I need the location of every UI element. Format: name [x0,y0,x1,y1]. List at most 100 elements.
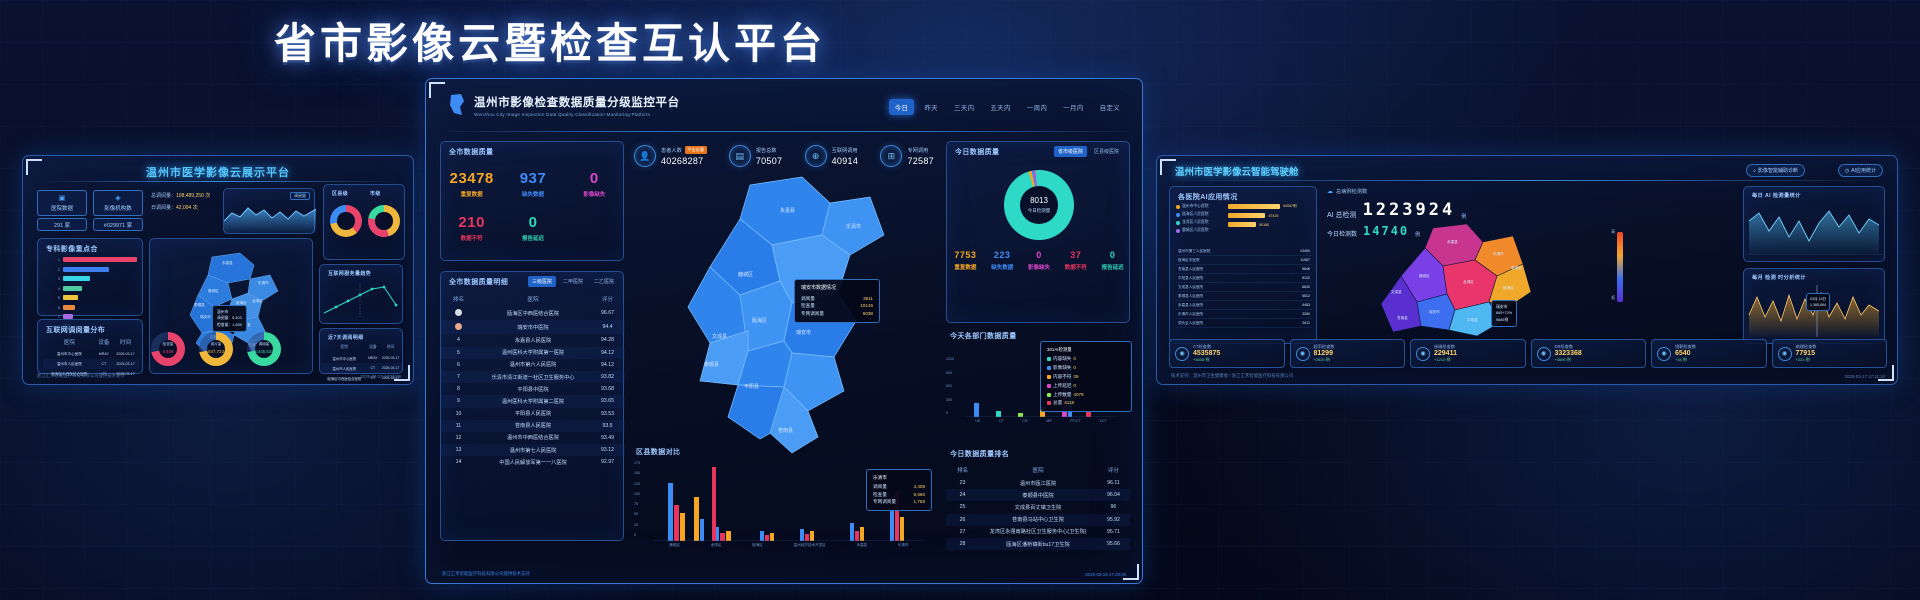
legend-item: 内容缺失 0 [1047,355,1089,363]
table-row[interactable]: 25 文成县百丈镇卫生院 96 [946,501,1130,513]
table-row[interactable]: 瓯海区中西医结合医院 96.67 [441,306,625,320]
table-row[interactable]: 9 温州医科大学附属第二医院 93.65 [441,395,625,408]
bar-row: 1 [44,256,140,263]
table-row[interactable]: 瓯海区中西医结合医院 CT 2025-03-17 [43,369,139,379]
chip-device-count[interactable]: ◈ 影像机构数 [93,190,143,216]
ai-stats-button[interactable]: ◷ AI应用统计 [1837,164,1883,177]
table-row[interactable]: 温州市中心医院 MRAY 2025-03-17 [43,349,139,359]
time-range-tabs[interactable]: 今日 昨天 三天内 五天内 一周内 一月内 自定义 [888,99,1126,115]
time-tab-2[interactable]: 三天内 [953,105,975,112]
tooltip-rows: 调阅量 4,408 检查量 9,660 专网调阅量 1,758 [873,483,925,506]
thumb-tag[interactable]: 调阅量 [290,192,310,200]
table-row[interactable]: 27 龙湾区永强南路社区卫生服务中心(卫生院) 95.71 [946,526,1130,538]
table-cell: CT [95,359,113,370]
stat-delta: +1212 例 [1434,357,1451,362]
table-row[interactable]: 26 苍南县马站中心卫生院 95.92 [946,513,1130,526]
map-label: 苍南县 [1397,316,1408,320]
table-row[interactable]: 8 平阳县中医院 93.68 [441,383,625,395]
table-row[interactable]: 5 温州医科大学附属第一医院 94.12 [441,346,625,359]
daily-ai-line-chart [1747,210,1883,255]
trend-card: 互联网服务量趋势 [319,264,403,324]
table-row[interactable]: 6 温州市第六人民医院 94.12 [441,359,625,371]
table-row[interactable]: 瓯海区中西医结合医院 CT 2025-03-17 [322,373,402,383]
stat-value: 70507 [755,155,783,166]
time-tab-0[interactable]: 今日 [888,99,915,115]
table-row[interactable]: 11 苍南县人民医院 93.5 [441,419,625,432]
wenzhou-map-right[interactable] [1371,222,1549,340]
time-tab-6[interactable]: 自定义 [1099,105,1120,112]
usage-list-item[interactable]: 泰顺县人民医院 5512 [1176,292,1312,301]
table-row[interactable]: 平阳县人民医院CT2025-03-17 [322,383,402,384]
donut-chart-region [330,205,362,237]
usage-list-item[interactable]: 洞头区人民医院 2611 [1176,319,1312,328]
table-row[interactable]: 4 永嘉县人民医院 94.28 [441,334,625,346]
today-rank-table: 排名 医院 评分 23 温州市瓯江医院 96.11 24 泰顺县中医院 96.04 25 文成县百丈… [946,463,1130,551]
stat-name: 钼靶检查数 [1675,344,1696,349]
ai-diagnosis-button[interactable]: ⌕ 影像智能辅助诊断 [1746,164,1805,177]
column-header: 医院 [1032,468,1044,474]
wenzhou-map-center[interactable] [632,171,938,471]
bottom-stat[interactable]: ◉ 病理检查数 77915 +221 例 [1771,339,1887,368]
usage-list-item[interactable]: 温州市第三人民医院 13490 [1176,247,1312,256]
table-row[interactable]: 温州市中心医院 MRAY 2025-03-17 [322,353,402,363]
detail-tab-2[interactable]: 二乙医院 [593,279,614,285]
table-cell: 2025-03-17 [381,376,400,381]
top-stat: ⊞ 专网调用 72587 [880,145,934,167]
bottom-stat[interactable]: ◉ DR检查数 3323368 +4590 例 [1530,339,1646,368]
time-tab-4[interactable]: 一周内 [1026,105,1048,112]
usage-list-item[interactable]: 苍南县人民医院 9846 [1176,265,1312,274]
region-detail-card: 互联网调阅量分布 医院 设备 时间 温州市中心医院 MRAY 2025-03-17 温州市人… [37,319,143,376]
bottom-stat[interactable]: ◉ 超声检查数 81299 +2520 例 [1289,339,1405,368]
hospital-cell: 苍南县人民医院 [475,419,591,432]
bottom-stat[interactable]: ◉ CT检查数 4535875 +4608 例 [1169,339,1285,368]
bottom-donut: 调阅量 5,445,534 [247,332,281,366]
table-row[interactable]: 13 温州市第七人民医院 93.12 [441,444,625,457]
center-dashboard-panel: 温州市影像检查数据质量分级监控平台 Wenzhou City Image Ins… [425,78,1143,584]
rank-cell: 26 [946,513,980,526]
wenzhou-logo-icon [450,94,464,115]
map-label: 永嘉县 [780,208,796,214]
ai-total-row: AI 总检测 1223924 例 [1327,200,1627,220]
usage-list-item[interactable]: 瓯海区中医院 11987 [1176,256,1312,265]
table-row[interactable]: 温州市人民医院 CT 2025-03-17 [43,359,139,370]
stat-value: 4535875 [1193,350,1221,357]
today-quality-tabs[interactable]: 省市级医院 区县级医院 [1053,146,1123,157]
table-row[interactable]: 7 乐清市清江街道一社区卫生服务中心 93.82 [441,370,625,384]
table-row[interactable]: 24 泰顺县中医院 96.04 [946,489,1130,502]
center-map-container[interactable]: 永嘉县 乐清市 鹿城区 龙湾区 瓯海区 文成县 瑞安市 平阳县 苍南县 泰顺县 … [632,171,938,471]
detail-tab-0[interactable]: 三级医院 [527,276,556,287]
table-row[interactable]: 14 中国人民解放军第一一八医院 92.97 [441,456,625,468]
detail-tab-1[interactable]: 二甲医院 [562,279,583,285]
table-row[interactable]: 瑞安市中医院 94.4 [441,320,625,335]
time-tab-5[interactable]: 一月内 [1063,105,1084,112]
table-row[interactable]: 12 温州市中西医结合医院 93.49 [441,432,625,444]
score-cell: 93.68 [601,386,614,393]
region-chart-bars [654,467,924,541]
usage-list-item[interactable]: 乐清市人民医院 3280 [1176,310,1312,319]
bottom-stat[interactable]: ◉ 核磁检查数 229411 +1212 例 [1410,339,1526,368]
y-tick: 125 [634,481,640,486]
rank-cell: 23 [959,480,966,487]
ct-icon: ◉ [1175,346,1189,361]
chip-hospital-count[interactable]: ▣ 医院数据 [37,190,87,216]
section-label: 总病例检测数 [1336,189,1368,195]
today-tab-0[interactable]: 省市级医院 [1053,146,1087,157]
table-row[interactable]: 23 温州市瓯江医院 96.11 [946,477,1130,489]
table-row[interactable]: 28 瓯海区潘桥镇街bu17卫生院 95.66 [946,537,1130,551]
hospital-cell: 温州市瓯江医院 [1019,480,1057,487]
stat-badge: 平台总量 [684,146,707,154]
time-tab-3[interactable]: 五天内 [990,105,1011,112]
metric-value: 937 [519,170,547,187]
today-tab-1[interactable]: 区县级医院 [1093,149,1119,155]
bottom-stat[interactable]: ◉ 钼靶检查数 6540 +34 例 [1651,339,1767,368]
usage-list-item[interactable]: 永嘉县人民医院 4483 [1176,301,1312,310]
usage-list-item[interactable]: 文成县人民医院 6640 [1176,283,1312,292]
map-label: 永嘉县 [1447,240,1458,244]
usage-list-item[interactable]: 平阳县人民医院 8102 [1176,274,1312,283]
table-row[interactable]: 温州市人民医院 CT 2025-03-17 [322,363,402,374]
y-tick: 300 [946,397,952,402]
city-detail-tabs[interactable]: 三级医院 二甲医院 二乙医院 [527,276,618,287]
bottom-donut-group: 检查量 4,408 阅片量 847,723 调阅量 5,445,534 [151,332,311,366]
time-tab-1[interactable]: 昨天 [924,105,938,112]
table-row[interactable]: 10 平阳县人民医院 93.53 [441,408,625,420]
